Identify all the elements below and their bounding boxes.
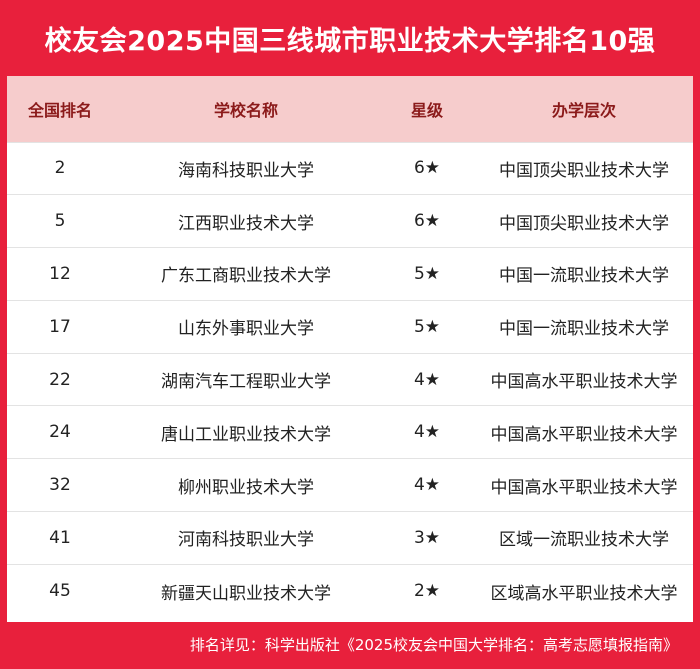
table-row: 22 湖南汽车工程职业大学 4★ 中国高水平职业技术大学 <box>7 353 693 406</box>
rank-cell: 5 <box>54 211 66 232</box>
rank-cell: 41 <box>49 527 71 548</box>
header-national-rank: 全国排名 <box>27 100 92 120</box>
ranking-table: 全国排名 学校名称 星级 办学层次 2 海南科技职业大学 6★ 中国顶尖职业技术… <box>7 76 693 617</box>
school-name-cell: 江西职业技术大学 <box>178 213 314 234</box>
level-cell: 中国一流职业技术大学 <box>499 319 669 340</box>
header-school-name: 学校名称 <box>213 100 278 120</box>
rank-cell: 12 <box>49 263 71 284</box>
school-name-cell: 柳州职业技术大学 <box>178 477 314 498</box>
school-name-cell: 海南科技职业大学 <box>178 160 314 181</box>
star-cell: 3★ <box>413 527 441 548</box>
star-cell: 4★ <box>413 475 441 496</box>
school-name-cell: 广东工商职业技术大学 <box>161 266 331 287</box>
header-star-level: 星级 <box>410 100 443 120</box>
rank-cell: 24 <box>49 422 71 443</box>
level-cell: 中国一流职业技术大学 <box>499 266 669 287</box>
level-cell: 中国高水平职业技术大学 <box>490 372 678 393</box>
table-row: 5 江西职业技术大学 6★ 中国顶尖职业技术大学 <box>7 194 693 248</box>
star-cell: 4★ <box>413 422 441 443</box>
school-name-cell: 河南科技职业大学 <box>178 530 314 551</box>
level-cell: 区域一流职业技术大学 <box>499 530 669 551</box>
table-row: 17 山东外事职业大学 5★ 中国一流职业技术大学 <box>7 300 693 353</box>
level-cell: 中国顶尖职业技术大学 <box>499 213 669 234</box>
school-name-cell: 唐山工业职业技术大学 <box>161 424 331 445</box>
table-row: 45 新疆天山职业技术大学 2★ 区域高水平职业技术大学 <box>7 564 693 617</box>
school-name-cell: 山东外事职业大学 <box>178 319 314 340</box>
school-name-cell: 湖南汽车工程职业大学 <box>161 372 331 393</box>
level-cell: 区域高水平职业技术大学 <box>490 583 678 604</box>
table-header-row: 全国排名 学校名称 星级 办学层次 <box>7 76 693 142</box>
star-cell: 2★ <box>413 581 441 602</box>
table-row: 32 柳州职业技术大学 4★ 中国高水平职业技术大学 <box>7 458 693 512</box>
table-row: 24 唐山工业职业技术大学 4★ 中国高水平职业技术大学 <box>7 405 693 459</box>
rank-cell: 45 <box>49 581 71 602</box>
star-cell: 6★ <box>413 211 441 232</box>
page-title: 校友会2025中国三线城市职业技术大学排名10强 <box>44 25 656 57</box>
school-name-cell: 新疆天山职业技术大学 <box>161 583 331 604</box>
ranking-table-card: 全国排名 学校名称 星级 办学层次 2 海南科技职业大学 6★ 中国顶尖职业技术… <box>7 76 693 622</box>
table-row: 41 河南科技职业大学 3★ 区域一流职业技术大学 <box>7 511 693 565</box>
star-cell: 6★ <box>413 158 441 179</box>
level-cell: 中国高水平职业技术大学 <box>490 477 678 498</box>
rank-cell: 2 <box>54 158 66 179</box>
star-cell: 5★ <box>413 263 441 284</box>
level-cell: 中国顶尖职业技术大学 <box>499 160 669 181</box>
rank-cell: 22 <box>49 369 71 390</box>
table-row: 2 海南科技职业大学 6★ 中国顶尖职业技术大学 <box>7 142 693 195</box>
rank-cell: 17 <box>49 316 71 337</box>
footer: 排名详见：科学出版社《2025校友会中国大学排名：高考志愿填报指南》 <box>0 622 700 669</box>
header-school-level: 办学层次 <box>551 100 616 120</box>
star-cell: 5★ <box>413 316 441 337</box>
rank-cell: 32 <box>49 475 71 496</box>
star-cell: 4★ <box>413 369 441 390</box>
level-cell: 中国高水平职业技术大学 <box>490 424 678 445</box>
table-row: 12 广东工商职业技术大学 5★ 中国一流职业技术大学 <box>7 247 693 301</box>
source-note: 排名详见：科学出版社《2025校友会中国大学排名：高考志愿填报指南》 <box>189 636 678 654</box>
